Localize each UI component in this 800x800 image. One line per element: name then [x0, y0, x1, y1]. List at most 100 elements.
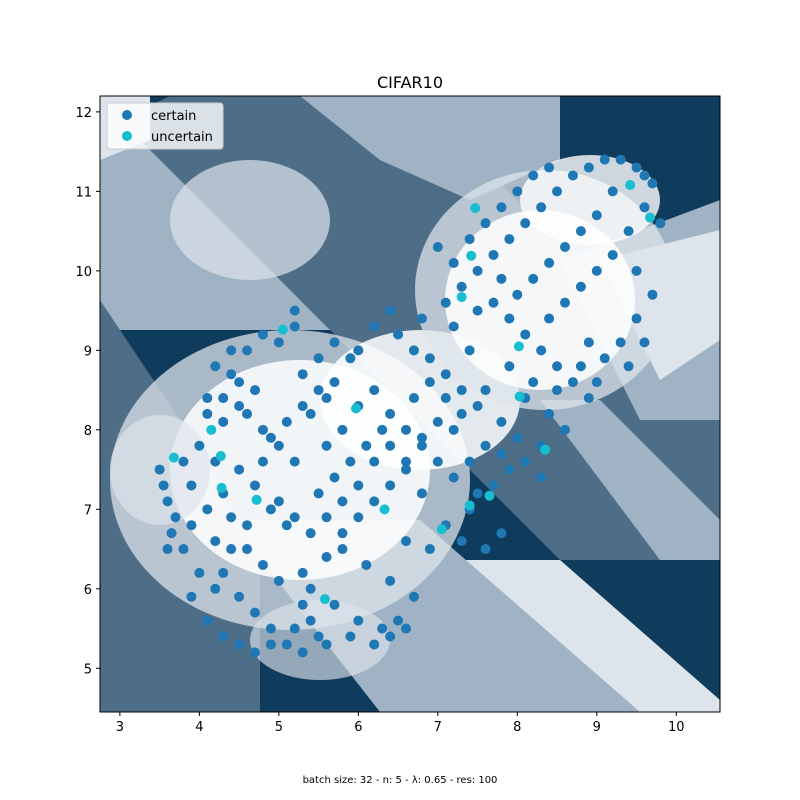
point-certain [297, 400, 308, 411]
y-tick-label: 6 [84, 583, 92, 598]
point-certain [369, 385, 380, 396]
point-certain [361, 440, 372, 451]
point-certain [560, 242, 570, 253]
point-certain [631, 265, 642, 276]
legend-label-certain: certain [151, 109, 196, 124]
point-certain [250, 480, 260, 491]
series-uncertain [168, 180, 656, 605]
point-certain [591, 265, 602, 276]
point-certain [583, 337, 594, 348]
point-certain [154, 464, 165, 475]
plot-area [100, 96, 720, 712]
y-tick-label: 12 [75, 106, 92, 121]
point-certain [178, 544, 189, 555]
point-certain [305, 583, 316, 594]
point-certain [472, 305, 483, 316]
point-certain [265, 432, 276, 443]
point-certain [297, 567, 308, 578]
point-certain [337, 528, 348, 539]
x-tick-label: 4 [195, 720, 203, 735]
series-certain [154, 154, 666, 658]
point-certain [488, 249, 499, 260]
point-certain [369, 456, 380, 467]
x-tick-label: 5 [275, 720, 283, 735]
point-certain [226, 369, 237, 380]
point-certain [599, 353, 610, 364]
point-certain [337, 424, 348, 435]
point-certain [448, 257, 459, 268]
point-certain [560, 297, 570, 308]
point-certain [250, 607, 260, 618]
point-uncertain [215, 451, 226, 462]
point-certain [353, 345, 364, 356]
point-certain [440, 297, 451, 308]
point-certain [265, 623, 276, 634]
point-certain [210, 361, 221, 372]
x-tick-label: 6 [354, 720, 362, 735]
point-uncertain [251, 494, 262, 505]
point-certain [448, 472, 459, 483]
point-certain [234, 591, 245, 602]
point-uncertain [277, 324, 288, 335]
point-certain [583, 393, 594, 404]
point-certain [512, 186, 523, 197]
point-uncertain [456, 292, 467, 303]
point-certain [567, 377, 578, 388]
plot-frame [99, 95, 721, 713]
point-certain [416, 432, 427, 443]
point-certain [432, 456, 443, 467]
point-certain [448, 424, 459, 435]
point-certain [273, 337, 284, 348]
legend-marker-certain [122, 110, 132, 120]
point-certain [210, 583, 221, 594]
point-certain [353, 480, 364, 491]
point-certain [250, 647, 260, 658]
point-certain [369, 639, 380, 650]
y-tick-label: 7 [84, 503, 92, 518]
point-uncertain [540, 444, 551, 455]
point-certain [337, 496, 348, 507]
point-certain [226, 544, 237, 555]
point-uncertain [625, 180, 636, 191]
x-tick-label: 10 [668, 720, 685, 735]
point-certain [544, 257, 555, 268]
point-certain [257, 424, 268, 435]
point-certain [575, 361, 586, 372]
point-certain [408, 345, 419, 356]
point-certain [639, 170, 650, 181]
point-certain [377, 424, 388, 435]
point-certain [329, 337, 340, 348]
point-uncertain [216, 482, 227, 493]
point-certain [226, 345, 237, 356]
point-certain [281, 639, 292, 650]
point-certain [552, 361, 563, 372]
point-certain [257, 456, 268, 467]
point-uncertain [514, 391, 525, 402]
point-certain [432, 242, 443, 253]
y-tick-label: 5 [84, 662, 92, 677]
point-certain [401, 424, 412, 435]
point-certain [575, 281, 586, 292]
point-certain [297, 647, 308, 658]
point-certain [528, 273, 539, 284]
legend-label-uncertain: uncertain [151, 130, 213, 145]
point-certain [631, 162, 642, 173]
point-certain [202, 615, 213, 626]
point-certain [472, 488, 483, 499]
point-certain [218, 393, 229, 404]
point-certain [440, 393, 451, 404]
point-certain [305, 408, 316, 419]
point-certain [496, 416, 507, 427]
point-certain [353, 615, 364, 626]
point-certain [552, 385, 563, 396]
chart-title: CIFAR10 [377, 73, 443, 92]
point-certain [234, 377, 245, 388]
point-certain [639, 202, 650, 213]
point-certain [496, 448, 507, 459]
caption: batch size: 32 - n: 5 - λ: 0.65 - res: 1… [303, 775, 498, 786]
point-certain [440, 369, 451, 380]
point-certain [226, 512, 237, 523]
point-certain [496, 202, 507, 213]
point-certain [615, 154, 626, 165]
